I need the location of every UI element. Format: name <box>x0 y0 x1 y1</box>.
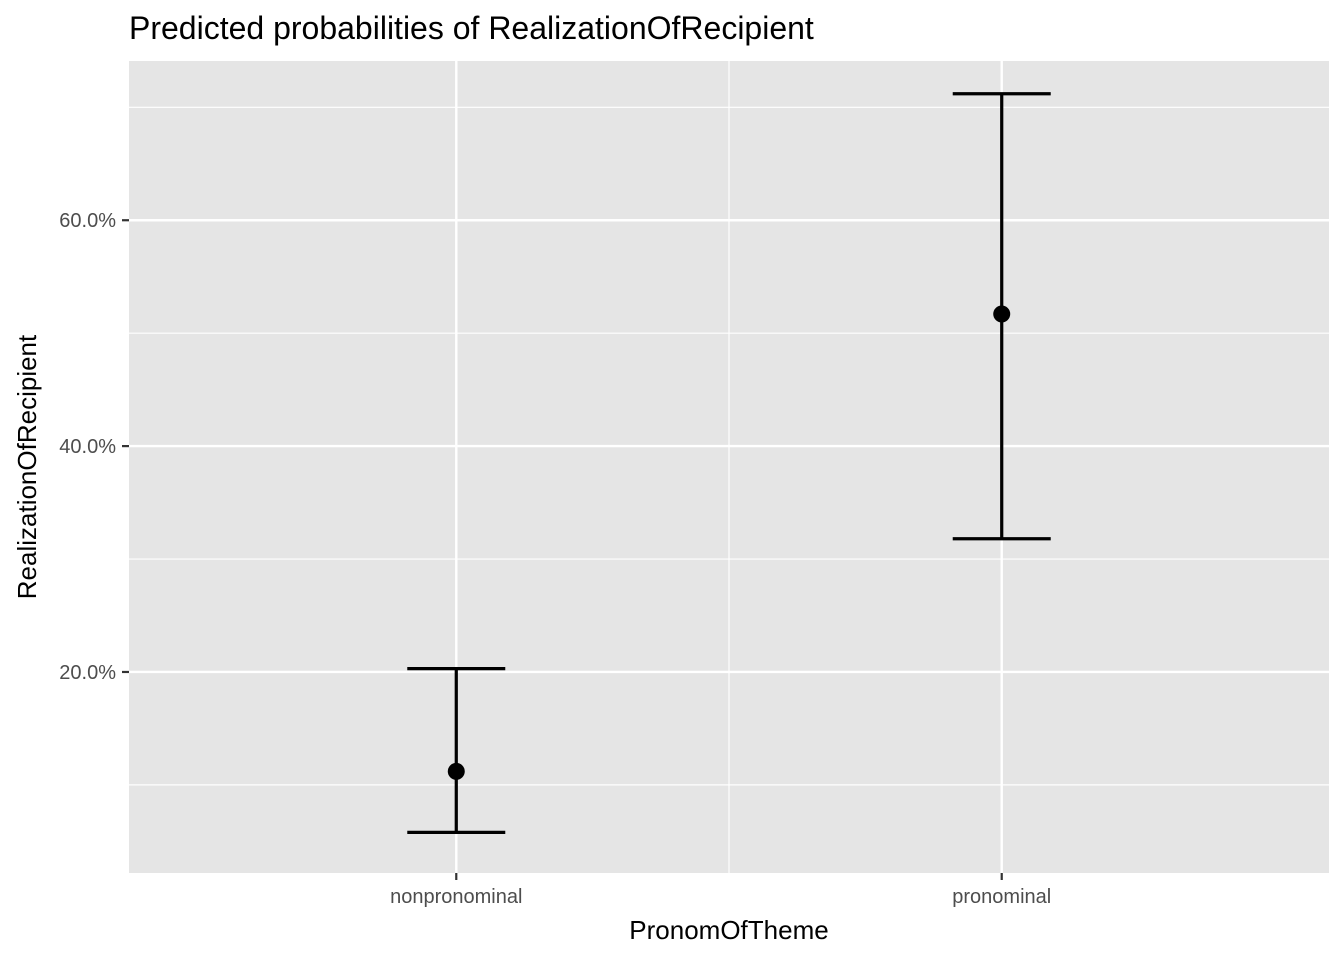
predicted-point <box>447 762 465 780</box>
chart-title: Predicted probabilities of RealizationOf… <box>129 10 814 46</box>
x-tick-label: pronominal <box>952 886 1051 908</box>
x-axis: nonpronominal pronominal <box>390 873 1051 908</box>
y-axis-title: RealizationOfRecipient <box>12 334 42 599</box>
minor-gridlines <box>129 61 1329 873</box>
y-tick-label: 60.0% <box>59 210 116 232</box>
y-tick-label: 40.0% <box>59 436 116 458</box>
x-axis-title: PronomOfTheme <box>629 915 828 945</box>
error-bar <box>952 92 1051 541</box>
y-tick-label: 20.0% <box>59 662 116 684</box>
error-bars <box>407 92 1051 834</box>
predicted-point <box>993 305 1011 323</box>
x-tick-label: nonpronominal <box>390 886 522 908</box>
y-axis: 20.0% 40.0% 60.0% <box>59 210 129 684</box>
error-bar <box>407 666 506 834</box>
